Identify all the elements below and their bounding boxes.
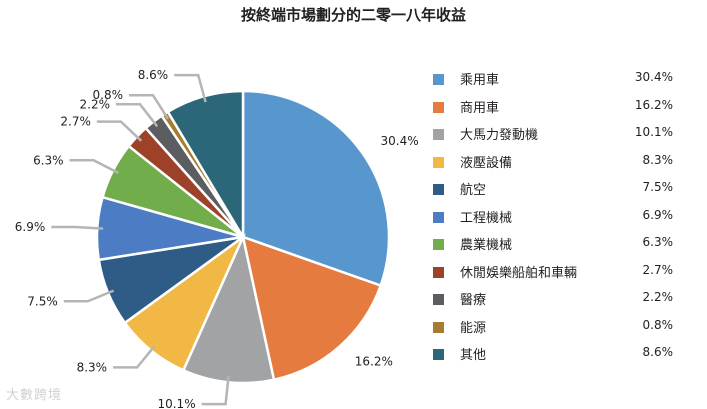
legend-swatch [433,184,444,195]
chart-legend: 乘用車 30.4% 商用車 16.2% 大馬力發動機 10.1% 液壓設備 8.3% 航空 7.5… [433,68,683,371]
leader-line [116,103,159,128]
legend-item: 大馬力發動機 10.1% [433,123,683,151]
legend-label: 醫療 [460,293,487,308]
legend-swatch [433,294,444,305]
slice-value-label: 2.7% [60,115,91,129]
pie-slice-乘用車 [241,89,391,288]
legend-label: 工程機械 [460,210,513,226]
legend-item: 航空 7.5% [433,178,683,206]
legend-value: 2.2% [642,290,674,304]
legend-value: 6.9% [642,207,674,222]
slice-value-label: 16.2% [355,355,393,369]
pie-slice-商用車 [241,235,383,382]
legend-label: 液壓設備 [460,155,513,171]
legend-item: 休閒娛樂船舶和車輛 2.7% [433,261,683,289]
legend-swatch [433,156,444,168]
slice-value-label: 8.6% [138,68,169,82]
legend-item: 農業機械 6.3% [433,233,683,261]
legend-value: 0.8% [642,317,674,332]
slice-value-label: 10.1% [157,397,195,409]
leader-line [174,73,207,103]
slice-value-label: 2.2% [80,97,111,111]
legend-item: 商用車 16.2% [433,96,683,124]
legend-value: 2.7% [642,262,674,277]
legend-label: 航空 [460,183,487,198]
legend-item: 乘用車 30.4% [433,68,683,96]
chart-title: 按終端市場劃分的二零一八年收益 [240,6,466,24]
legend-swatch [433,239,444,250]
legend-value: 30.4% [634,70,673,84]
legend-item: 醫療 2.2% [433,288,683,316]
legend-item: 工程機械 6.9% [433,206,683,234]
watermark: 大數跨境 [6,388,63,403]
leader-line [69,159,120,175]
legend-item: 液壓設備 8.3% [433,151,683,179]
leader-line [113,344,156,369]
legend-label: 乘用車 [460,73,500,88]
leader-line [129,93,170,120]
slice-value-label: 0.8% [93,88,124,102]
legend-value: 7.5% [642,180,674,194]
leader-line [51,225,104,230]
slice-value-label: 8.3% [77,360,108,374]
legend-label: 大馬力發動機 [460,128,539,143]
legend-label: 商用車 [460,100,500,116]
leader-line [63,289,115,303]
legend-label: 農業機械 [460,238,513,253]
legend-item: 其他 8.6% [433,343,683,371]
legend-label: 能源 [460,320,487,336]
legend-label: 其他 [460,348,487,363]
slice-value-label: 6.9% [15,220,46,234]
legend-swatch [433,266,444,278]
legend-item: 能源 0.8% [433,316,683,344]
legend-value: 8.6% [642,345,674,359]
legend-swatch [433,211,444,223]
slice-value-label: 7.5% [27,294,58,308]
slice-value-label: 30.4% [381,134,419,148]
legend-swatch [433,101,444,113]
leader-line [96,120,143,142]
legend-swatch [433,321,444,333]
legend-swatch [433,129,444,140]
legend-value: 10.1% [634,125,673,139]
legend-value: 16.2% [634,97,673,112]
legend-swatch [433,349,444,360]
slice-value-label: 6.3% [33,153,64,167]
legend-value: 8.3% [642,152,674,167]
leader-line [201,376,230,406]
legend-label: 休閒娛樂船舶和車輛 [460,265,578,281]
legend-value: 6.3% [642,235,674,249]
legend-swatch [433,74,444,85]
